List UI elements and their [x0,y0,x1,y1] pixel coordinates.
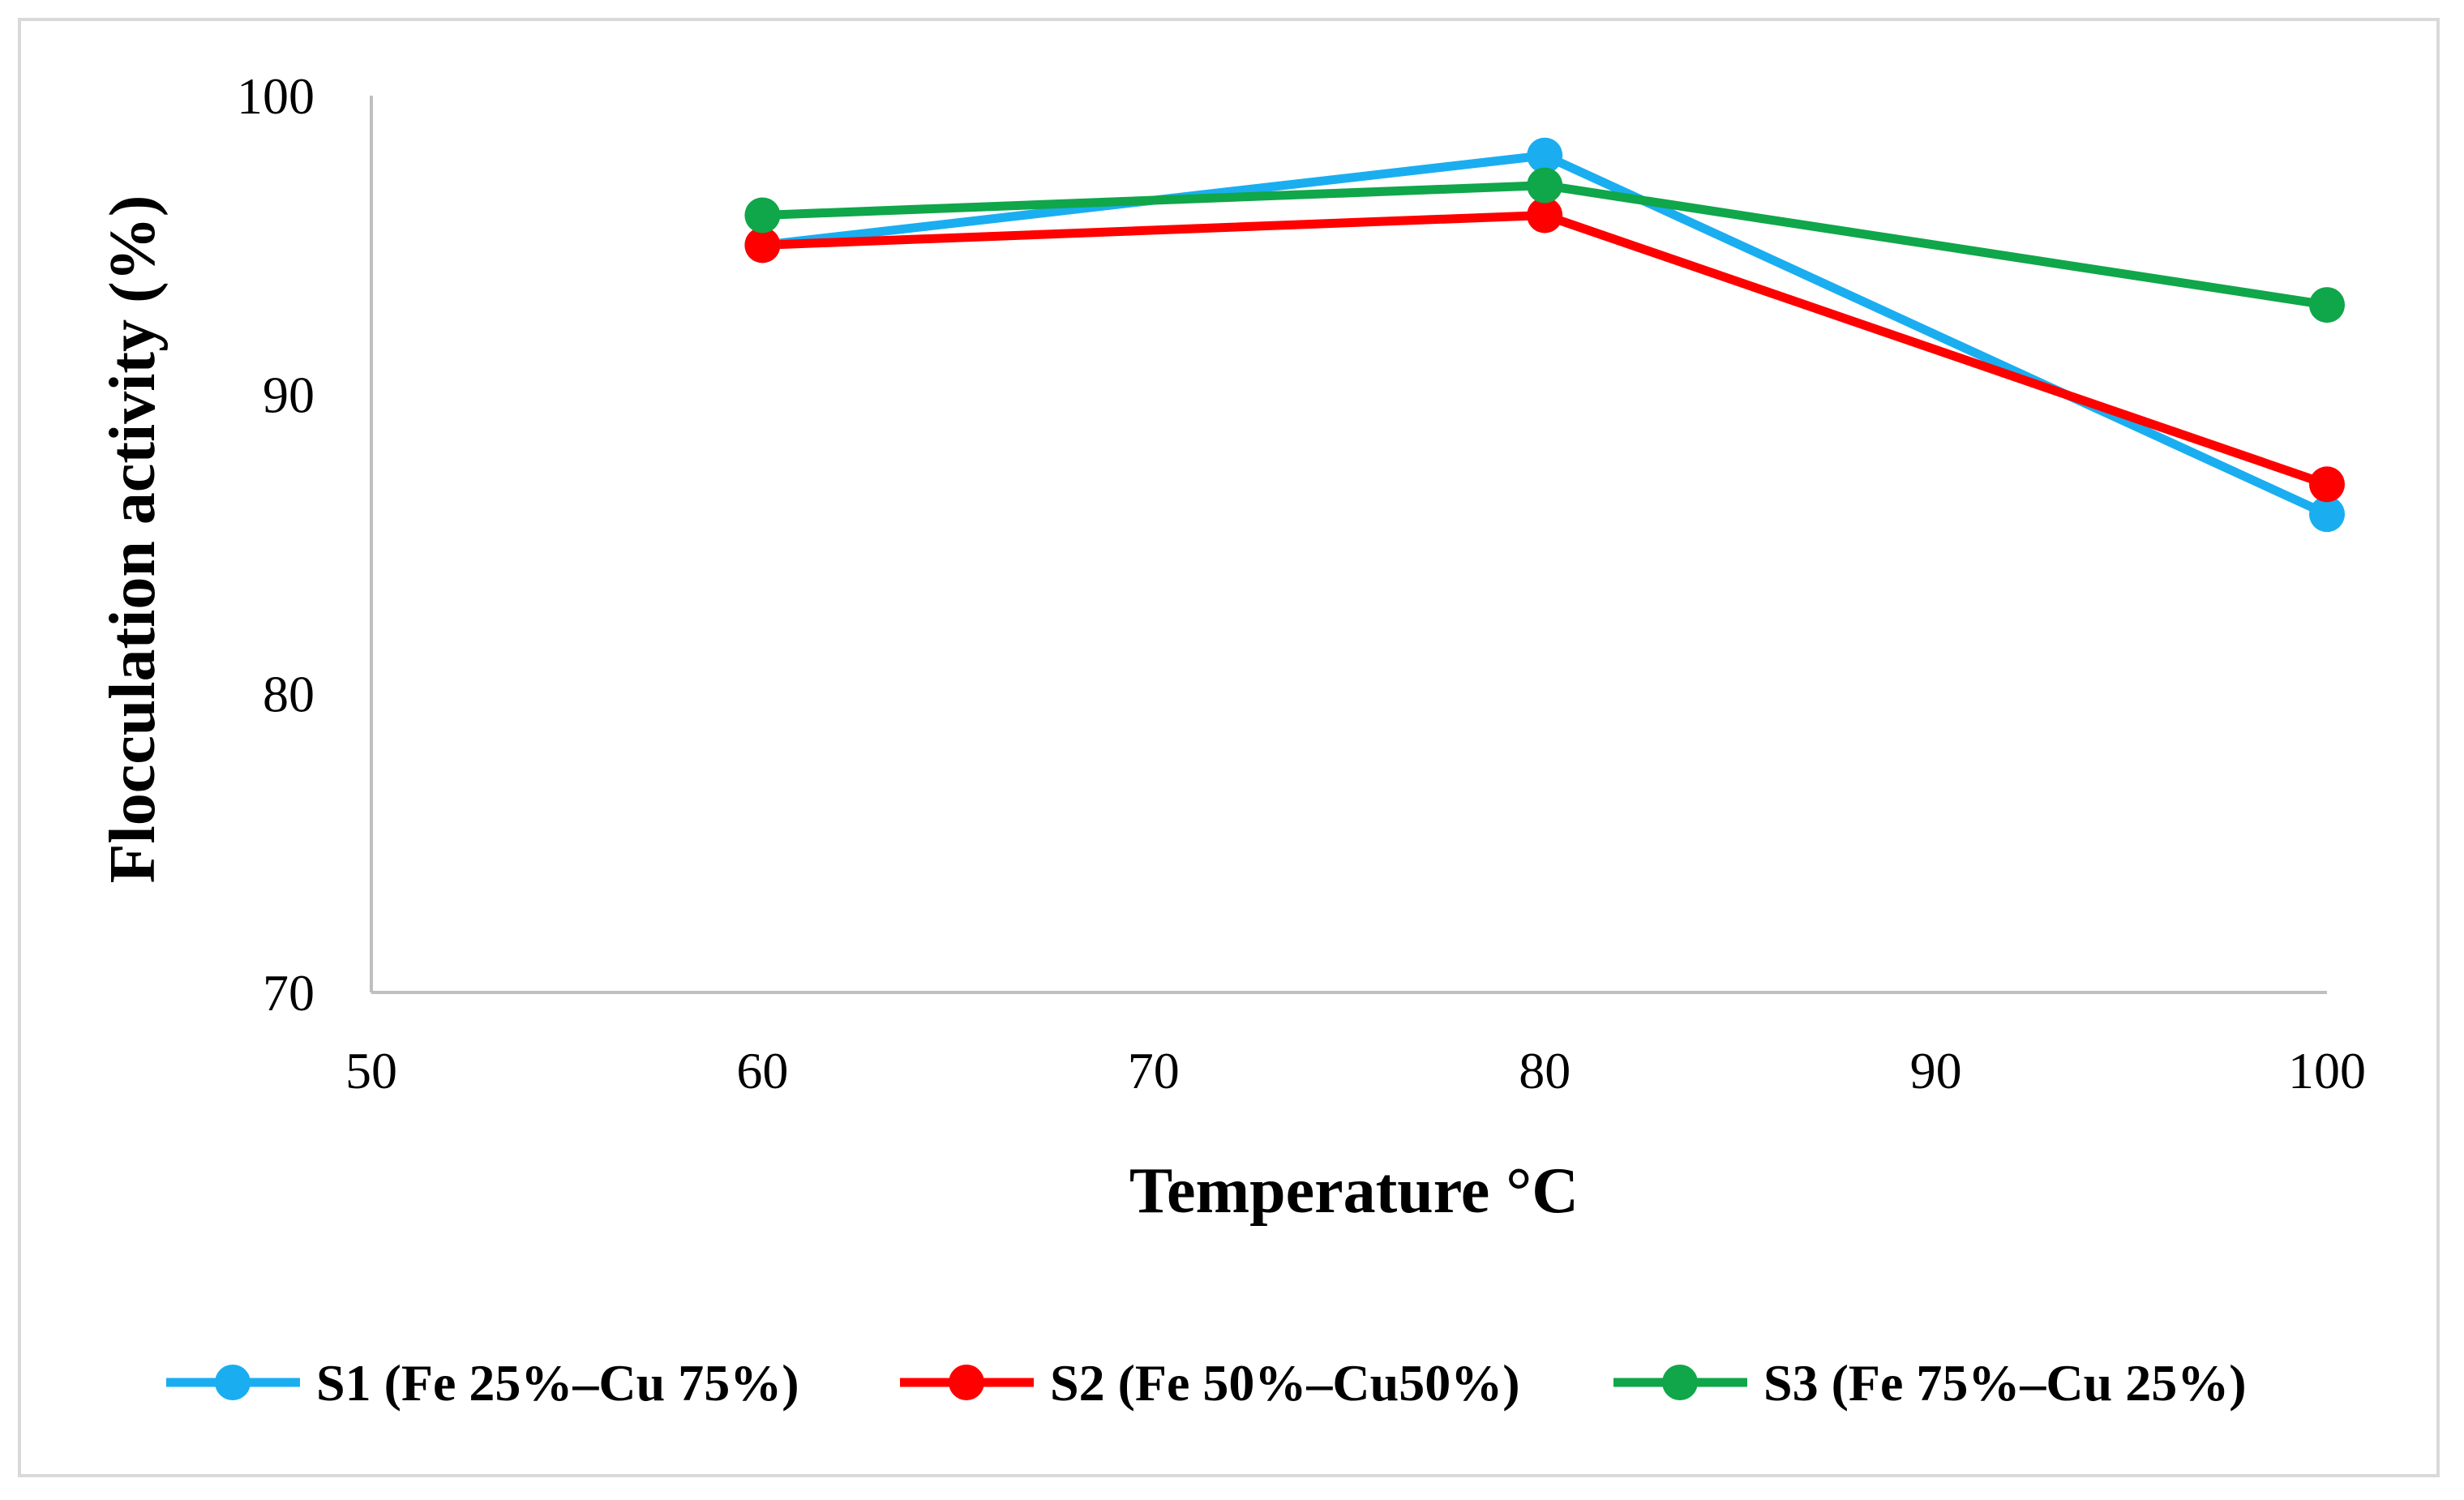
data-point-s3 [2309,287,2345,324]
legend-item-s1: S1 (Fe 25%–Cu 75%) [166,1354,799,1412]
y-tick-label: 90 [263,366,315,424]
legend-marker [949,1365,984,1400]
data-point-s2 [1527,197,1563,234]
series-layer [744,137,2345,533]
x-tick-label: 80 [1519,1042,1571,1099]
legend-item-s3: S3 (Fe 75%–Cu 25%) [1613,1354,2247,1412]
legend-label: S1 (Fe 25%–Cu 75%) [316,1354,799,1412]
y-tick-labels: 70 80 90 100 [237,67,315,1022]
data-point-s3 [744,197,781,234]
axes [370,96,2327,994]
y-tick-label: 80 [263,665,315,722]
x-tick-label: 60 [736,1042,788,1099]
y-tick-label: 100 [237,67,315,125]
y-axis-title: Flocculation activity (%) [97,195,169,884]
x-tick-label: 50 [345,1042,397,1099]
legend-marker [215,1365,251,1400]
x-tick-label: 90 [1910,1042,1962,1099]
data-point-s3 [1527,167,1563,204]
x-tick-label: 100 [2288,1042,2366,1099]
x-tick-labels: 50 60 70 80 90 100 [345,1042,2366,1099]
y-tick-label: 70 [263,964,315,1022]
x-tick-label: 70 [1128,1042,1180,1099]
legend: S1 (Fe 25%–Cu 75%) S2 (Fe 50%–Cu50%) S3 (F… [166,1354,2247,1412]
legend-label: S3 (Fe 75%–Cu 25%) [1763,1354,2247,1412]
data-point-s2 [744,227,781,264]
data-point-s1 [2309,496,2345,533]
data-point-s2 [2309,466,2345,503]
legend-marker [1662,1365,1698,1400]
x-axis-title: Temperature °C [1129,1155,1579,1227]
legend-item-s2: S2 (Fe 50%–Cu50%) [900,1354,1520,1412]
legend-label: S2 (Fe 50%–Cu50%) [1050,1354,1520,1412]
series-line-s2 [757,210,2332,489]
data-point-s1 [1527,137,1563,174]
